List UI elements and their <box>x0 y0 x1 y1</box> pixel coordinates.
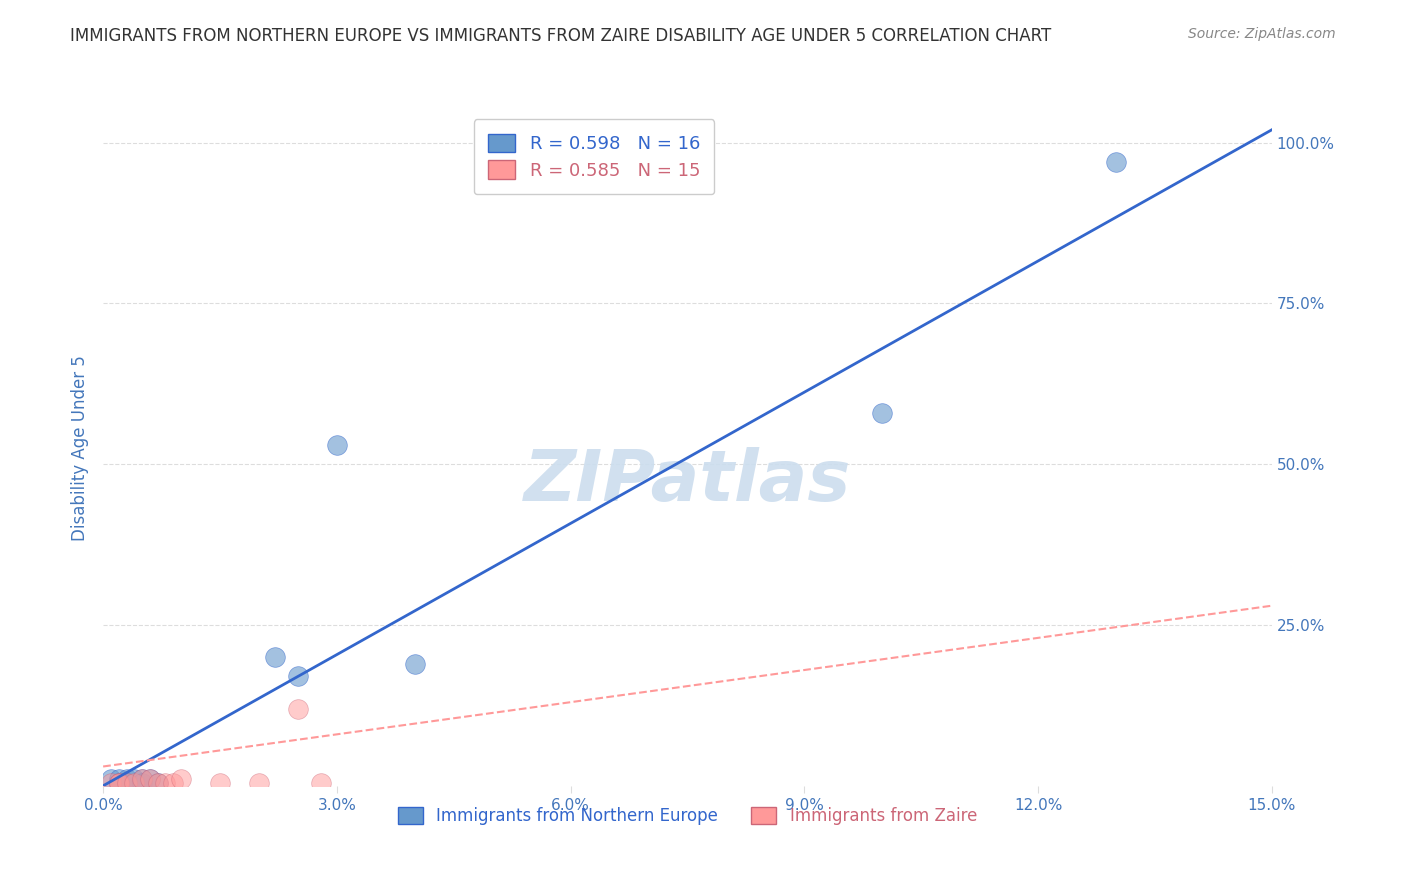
Point <box>247 775 270 789</box>
Point <box>170 772 193 787</box>
Text: IMMIGRANTS FROM NORTHERN EUROPE VS IMMIGRANTS FROM ZAIRE DISABILITY AGE UNDER 5 : IMMIGRANTS FROM NORTHERN EUROPE VS IMMIG… <box>70 27 1052 45</box>
Point <box>131 772 153 787</box>
Point <box>311 775 333 789</box>
Text: ZIPatlas: ZIPatlas <box>524 448 851 516</box>
Point <box>139 772 162 787</box>
Point <box>872 406 894 420</box>
Point <box>100 772 122 787</box>
Point <box>115 772 138 787</box>
Point <box>287 669 309 683</box>
Point <box>162 775 184 789</box>
Point <box>107 775 129 789</box>
Point <box>107 775 129 789</box>
Point <box>208 775 231 789</box>
Point <box>131 772 153 787</box>
Point <box>287 701 309 715</box>
Point <box>1105 154 1128 169</box>
Point <box>404 657 426 671</box>
Point <box>107 772 129 787</box>
Point <box>146 775 169 789</box>
Point <box>100 775 122 789</box>
Point <box>139 772 162 787</box>
Point <box>107 775 129 789</box>
Point <box>263 650 285 665</box>
Text: Source: ZipAtlas.com: Source: ZipAtlas.com <box>1188 27 1336 41</box>
Point <box>326 438 349 452</box>
Point <box>124 772 146 787</box>
Y-axis label: Disability Age Under 5: Disability Age Under 5 <box>72 355 89 541</box>
Point <box>131 775 153 789</box>
Point <box>115 775 138 789</box>
Point <box>155 775 177 789</box>
Point <box>146 775 169 789</box>
Legend: Immigrants from Northern Europe, Immigrants from Zaire: Immigrants from Northern Europe, Immigra… <box>391 800 984 831</box>
Point <box>115 775 138 789</box>
Point <box>124 775 146 789</box>
